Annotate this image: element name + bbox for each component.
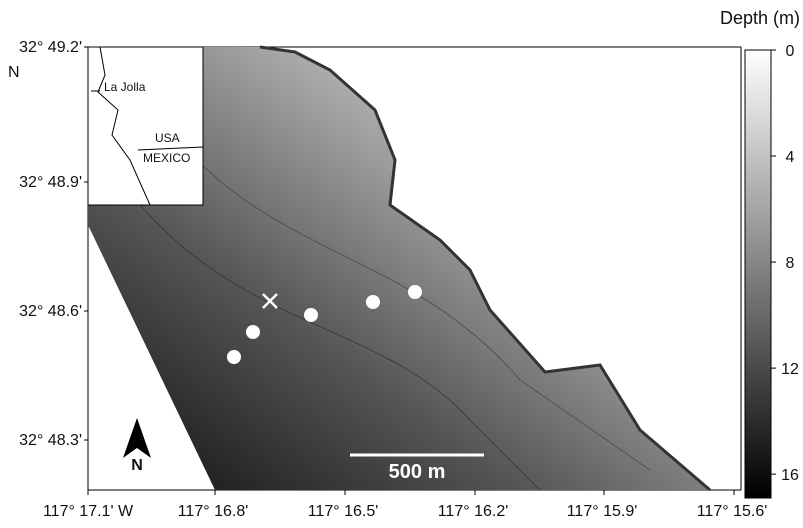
contour [119, 179, 541, 491]
north-arrow [123, 418, 151, 458]
lon-label: 117° 16.5' [308, 503, 379, 520]
scale-bar-label: 500 m [389, 461, 446, 483]
bathymetry [88, 47, 710, 490]
inset-place: La Jolla [104, 80, 146, 94]
inset-map [87, 46, 204, 206]
inset-country: MEXICO [143, 151, 190, 165]
site-marker [304, 308, 318, 322]
lat-label: 32° 48.6' [19, 303, 82, 320]
lon-label: 117° 15.6' [697, 503, 768, 520]
lon-label: 117° 16.8' [178, 503, 249, 520]
site-marker [366, 295, 380, 309]
inset-country: USA [155, 131, 180, 145]
inset-coast [97, 46, 151, 206]
colorbar-tick-label: 12 [781, 361, 799, 378]
colorbar-tick-label: 4 [786, 149, 795, 166]
x-marker [262, 293, 278, 309]
colorbar-tick-label: 8 [786, 255, 795, 272]
site-marker [408, 285, 422, 299]
colorbar-title: Depth (m) [720, 8, 800, 28]
north-label: N [131, 457, 143, 474]
lat-label: 32° 48.3' [19, 432, 82, 449]
colorbar [744, 49, 772, 499]
lat-label: 32° 49.2' [19, 39, 82, 56]
site-marker [227, 350, 241, 364]
colorbar-tick-label: 16 [781, 467, 799, 484]
coastline [259, 45, 711, 492]
lat-hemisphere: N [8, 64, 20, 81]
lon-label: 117° 15.9' [567, 503, 638, 520]
site-marker [246, 325, 260, 339]
lon-label: 117° 17.1' W [43, 503, 134, 520]
lon-label: 117° 16.2' [438, 503, 509, 520]
lat-label: 32° 48.9' [19, 174, 82, 191]
colorbar-tick-label: 0 [786, 43, 795, 60]
border-line [137, 146, 204, 151]
